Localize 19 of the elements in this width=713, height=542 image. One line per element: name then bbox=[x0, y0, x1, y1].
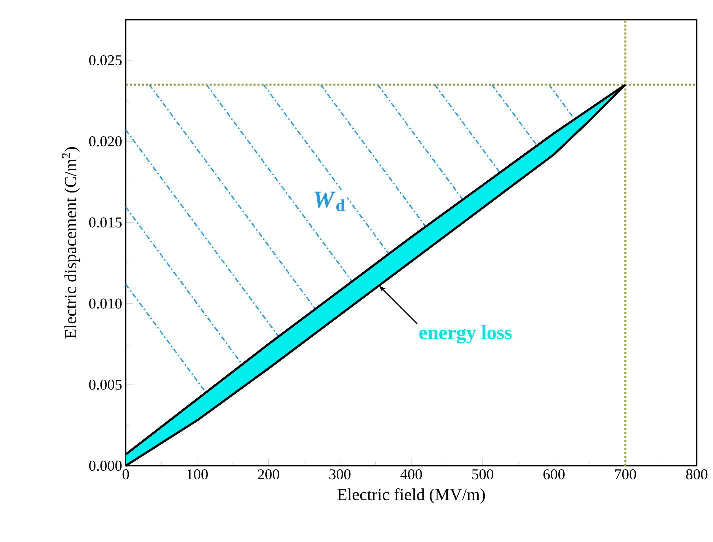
x-tick-label: 600 bbox=[544, 470, 565, 480]
x-tick-label: 500 bbox=[472, 470, 494, 480]
y-tick-label: 0.000 bbox=[89, 460, 122, 472]
y-tick-label: 0.015 bbox=[89, 218, 122, 228]
annotation: W$_{d}$ bbox=[314, 192, 345, 212]
x-tick-label: 400 bbox=[400, 470, 422, 480]
x-tick-label: 700 bbox=[615, 470, 636, 480]
x-tick-label: 800 bbox=[686, 470, 708, 480]
x-tick-label: 100 bbox=[187, 470, 208, 480]
x-tick-label: 0 bbox=[122, 470, 130, 480]
y-axis-title: Electric dispacement (C/m$^{2}$) bbox=[62, 147, 80, 339]
y-tick-label: 0.020 bbox=[89, 136, 122, 147]
y-tick-label: 0.025 bbox=[89, 55, 122, 66]
annotation: energy loss bbox=[420, 325, 512, 344]
x-tick-label: 200 bbox=[258, 470, 280, 480]
x-axis-title: Electric field (MV/m) bbox=[338, 488, 486, 504]
x-tick-label: 300 bbox=[330, 470, 351, 480]
y-tick-label: 0.005 bbox=[89, 380, 122, 390]
y-tick-label: 0.010 bbox=[89, 298, 122, 309]
